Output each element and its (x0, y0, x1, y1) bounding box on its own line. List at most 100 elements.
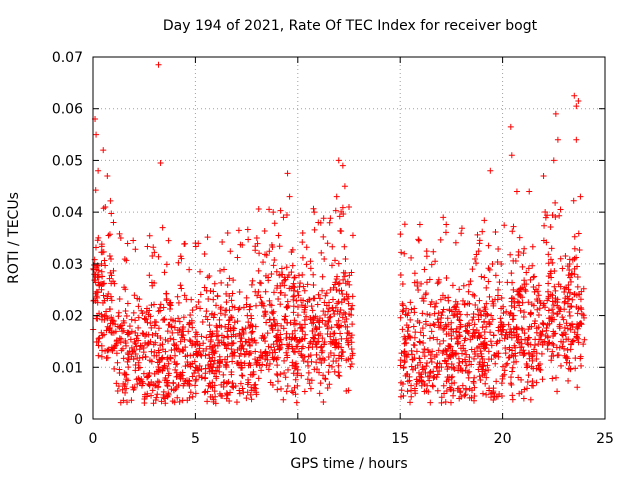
data-point (343, 291, 350, 298)
data-point (291, 349, 298, 356)
data-point (195, 349, 202, 356)
data-point (569, 270, 576, 277)
data-point (129, 348, 136, 355)
data-point (458, 230, 465, 237)
data-point (430, 368, 437, 375)
data-point (170, 379, 177, 386)
data-point (204, 388, 211, 395)
data-point (313, 359, 320, 366)
data-point (520, 250, 527, 257)
data-point (176, 327, 183, 334)
data-point (544, 341, 551, 348)
data-point (92, 244, 99, 251)
axis-ticks (92, 56, 606, 420)
data-point (435, 310, 442, 317)
data-point (509, 294, 516, 301)
data-point (223, 364, 230, 371)
data-point (502, 350, 509, 357)
data-point (315, 291, 322, 298)
data-point (332, 257, 339, 264)
data-point (530, 284, 537, 291)
data-point (150, 400, 157, 407)
data-point (453, 325, 460, 332)
data-point (454, 311, 461, 318)
data-point (540, 237, 547, 244)
data-point (490, 300, 497, 307)
y-tick-label: 0.01 (52, 360, 83, 376)
data-point (446, 352, 453, 359)
data-point (281, 316, 288, 323)
data-point (106, 252, 113, 259)
data-point (513, 188, 520, 195)
data-point (269, 382, 276, 389)
data-point (563, 320, 570, 327)
data-point (348, 312, 355, 319)
data-point (574, 384, 581, 391)
data-point (98, 260, 105, 267)
data-point (298, 372, 305, 379)
data-point (259, 361, 266, 368)
data-point (246, 360, 253, 367)
data-point (566, 267, 573, 274)
data-point (466, 322, 473, 329)
data-point (569, 338, 576, 345)
data-point (315, 219, 322, 226)
data-point (334, 300, 341, 307)
data-point (340, 269, 347, 276)
data-point (250, 368, 257, 375)
data-point (554, 388, 561, 395)
data-point (551, 316, 558, 323)
data-point (123, 257, 130, 264)
data-point (179, 397, 186, 404)
data-point (313, 351, 320, 358)
data-point (426, 276, 433, 283)
data-point (202, 352, 209, 359)
data-point (528, 353, 535, 360)
data-point (437, 323, 444, 330)
data-point (220, 334, 227, 341)
data-point (562, 253, 569, 260)
data-point (116, 296, 123, 303)
data-point (304, 298, 311, 305)
data-point (433, 300, 440, 307)
data-point (500, 310, 507, 317)
data-point (570, 337, 577, 344)
data-point (181, 292, 188, 299)
y-tick-label: 0.07 (52, 50, 83, 66)
data-point (209, 354, 216, 361)
data-point (401, 250, 408, 257)
data-point (172, 386, 179, 393)
data-point (284, 354, 291, 361)
data-point (517, 307, 524, 314)
data-point (520, 395, 527, 402)
data-point (509, 228, 516, 235)
data-point (331, 311, 338, 318)
data-point (174, 293, 181, 300)
data-point (180, 382, 187, 389)
data-point (525, 299, 532, 306)
data-point (252, 381, 259, 388)
data-point (477, 348, 484, 355)
data-point (236, 390, 243, 397)
data-point (416, 355, 423, 362)
data-point (181, 240, 188, 247)
data-point (348, 346, 355, 353)
data-point (198, 333, 205, 340)
data-point (99, 280, 106, 287)
data-point (549, 348, 556, 355)
data-point (204, 316, 211, 323)
data-point (283, 388, 290, 395)
data-point (448, 335, 455, 342)
data-point (108, 297, 115, 304)
data-point (113, 338, 120, 345)
data-point (303, 244, 310, 251)
data-point (152, 397, 159, 404)
data-point (299, 229, 306, 236)
data-point (169, 329, 176, 336)
data-point (167, 299, 174, 306)
data-point (240, 389, 247, 396)
data-point (156, 379, 163, 386)
data-point (515, 248, 522, 255)
data-point (566, 289, 573, 296)
data-point (107, 320, 114, 327)
